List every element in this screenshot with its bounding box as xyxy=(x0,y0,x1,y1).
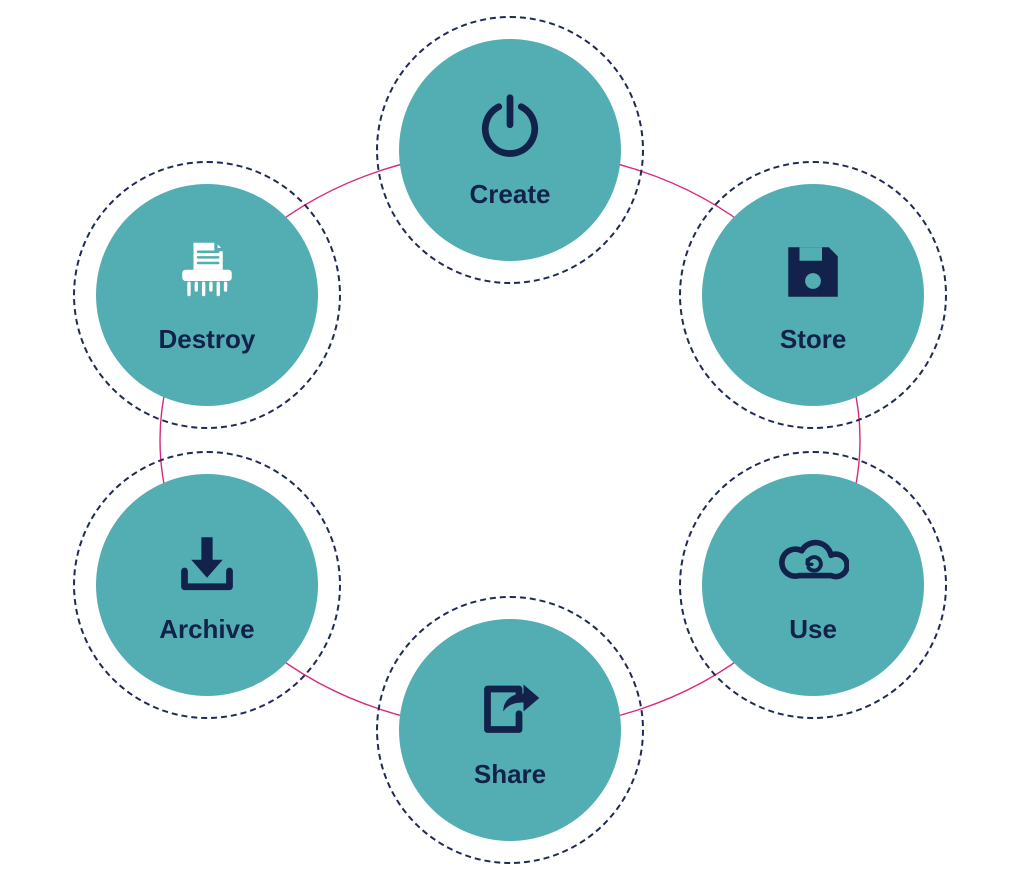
cloud-sync-icon-slot xyxy=(777,526,849,598)
download-icon xyxy=(171,526,243,598)
node-use: Use xyxy=(702,474,924,696)
share-icon-slot xyxy=(474,671,546,743)
save-disk-icon xyxy=(777,236,849,308)
power-icon-slot xyxy=(474,91,546,163)
download-icon-slot xyxy=(171,526,243,598)
node-label-create: Create xyxy=(470,179,551,210)
node-label-destroy: Destroy xyxy=(158,324,255,355)
node-label-share: Share xyxy=(474,759,546,790)
save-disk-icon-slot xyxy=(777,236,849,308)
node-label-store: Store xyxy=(780,324,846,355)
node-create: Create xyxy=(399,39,621,261)
shredder-icon-slot xyxy=(171,236,243,308)
cloud-sync-icon xyxy=(777,526,849,598)
node-share: Share xyxy=(399,619,621,841)
power-icon xyxy=(474,91,546,163)
node-destroy: Destroy xyxy=(96,184,318,406)
node-label-archive: Archive xyxy=(159,614,254,645)
share-icon xyxy=(474,671,546,743)
shredder-icon xyxy=(171,236,243,308)
node-label-use: Use xyxy=(789,614,837,645)
lifecycle-diagram: Create Store Use Share Archive Destroy xyxy=(0,0,1020,881)
node-store: Store xyxy=(702,184,924,406)
node-archive: Archive xyxy=(96,474,318,696)
